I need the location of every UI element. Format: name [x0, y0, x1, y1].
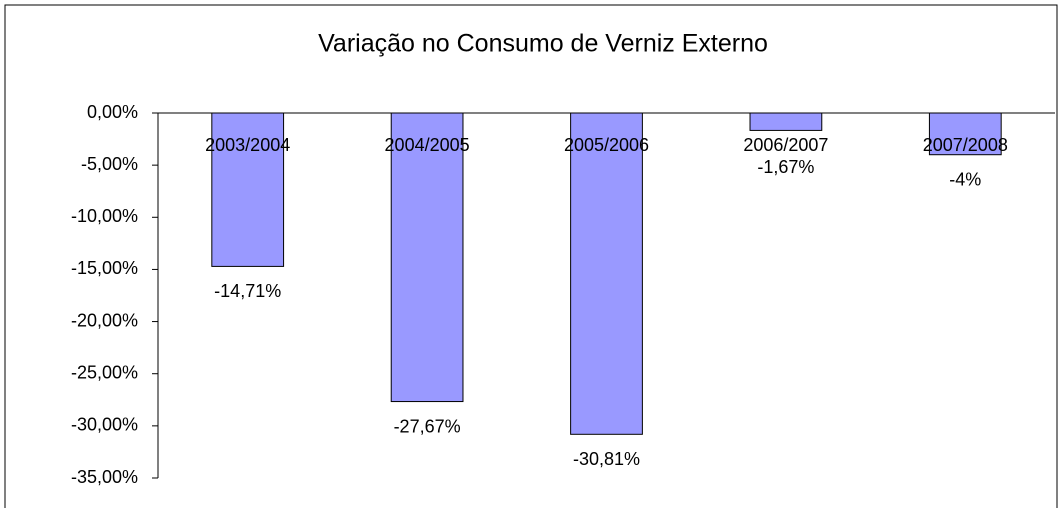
- y-tick-label: -25,00%: [71, 362, 138, 382]
- value-label: -14,71%: [214, 281, 281, 301]
- bar: [211, 112, 285, 267]
- y-tick-label: -15,00%: [71, 258, 138, 278]
- value-label: -30,81%: [573, 449, 640, 469]
- bar: [749, 112, 823, 131]
- y-tick-label: 0,00%: [87, 102, 138, 122]
- value-label: -1,67%: [757, 157, 814, 177]
- value-label: -27,67%: [394, 416, 461, 436]
- x-tick-label: 2004/2005: [385, 135, 470, 155]
- bar: [928, 112, 1002, 156]
- y-tick-label: -20,00%: [71, 310, 138, 330]
- y-tick-label: -5,00%: [81, 154, 138, 174]
- bar: [570, 112, 643, 435]
- y-tick-label: -30,00%: [71, 415, 138, 435]
- y-tick-label: -10,00%: [71, 206, 138, 226]
- x-tick-label: 2006/2007: [743, 135, 828, 155]
- x-tick-label: 2007/2008: [923, 135, 1008, 155]
- x-tick-label: 2005/2006: [564, 135, 649, 155]
- x-tick-label: 2003/2004: [205, 135, 290, 155]
- y-tick-label: -35,00%: [71, 467, 138, 487]
- chart-border: [4, 4, 1058, 508]
- value-label: -4%: [949, 169, 981, 189]
- bar: [390, 112, 464, 403]
- chart-title: Variação no Consumo de Verniz Externo: [318, 30, 768, 58]
